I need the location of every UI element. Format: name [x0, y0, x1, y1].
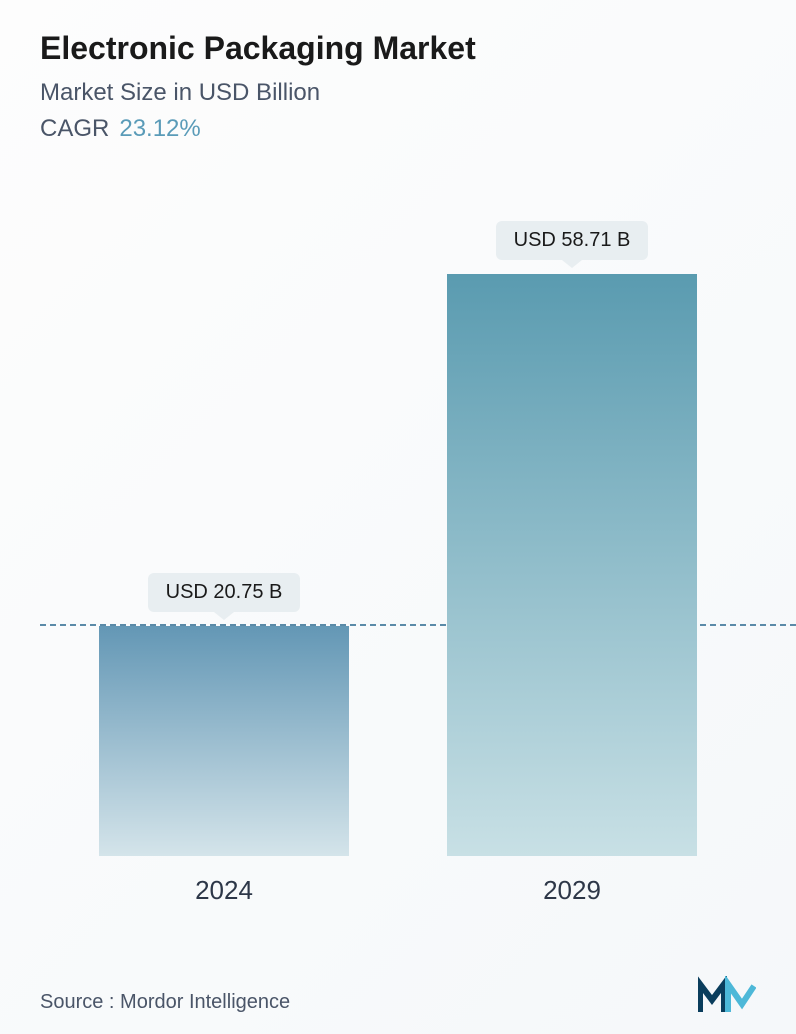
value-label-2024: USD 20.75 B — [148, 573, 301, 612]
bar-2024 — [99, 626, 349, 856]
bar-group-2024: USD 20.75 B — [99, 573, 349, 856]
footer: Source : Mordor Intelligence — [40, 966, 756, 1014]
bars-wrapper: USD 20.75 B USD 58.71 B — [50, 216, 746, 856]
chart-area: USD 20.75 B USD 58.71 B 2024 2029 — [40, 173, 756, 966]
x-axis-labels: 2024 2029 — [50, 875, 746, 906]
x-label-2029: 2029 — [447, 875, 697, 906]
cagr-row: CAGR 23.12% — [40, 115, 756, 143]
bar-group-2029: USD 58.71 B — [447, 221, 697, 856]
source-text: Source : Mordor Intelligence — [40, 991, 290, 1014]
value-label-2029: USD 58.71 B — [496, 221, 649, 260]
cagr-value: 23.12% — [119, 115, 200, 142]
chart-title: Electronic Packaging Market — [40, 30, 756, 67]
x-label-2024: 2024 — [99, 875, 349, 906]
chart-subtitle: Market Size in USD Billion — [40, 79, 756, 107]
mordor-logo-icon — [698, 976, 756, 1014]
bar-2029 — [447, 274, 697, 856]
cagr-label: CAGR — [40, 115, 109, 142]
